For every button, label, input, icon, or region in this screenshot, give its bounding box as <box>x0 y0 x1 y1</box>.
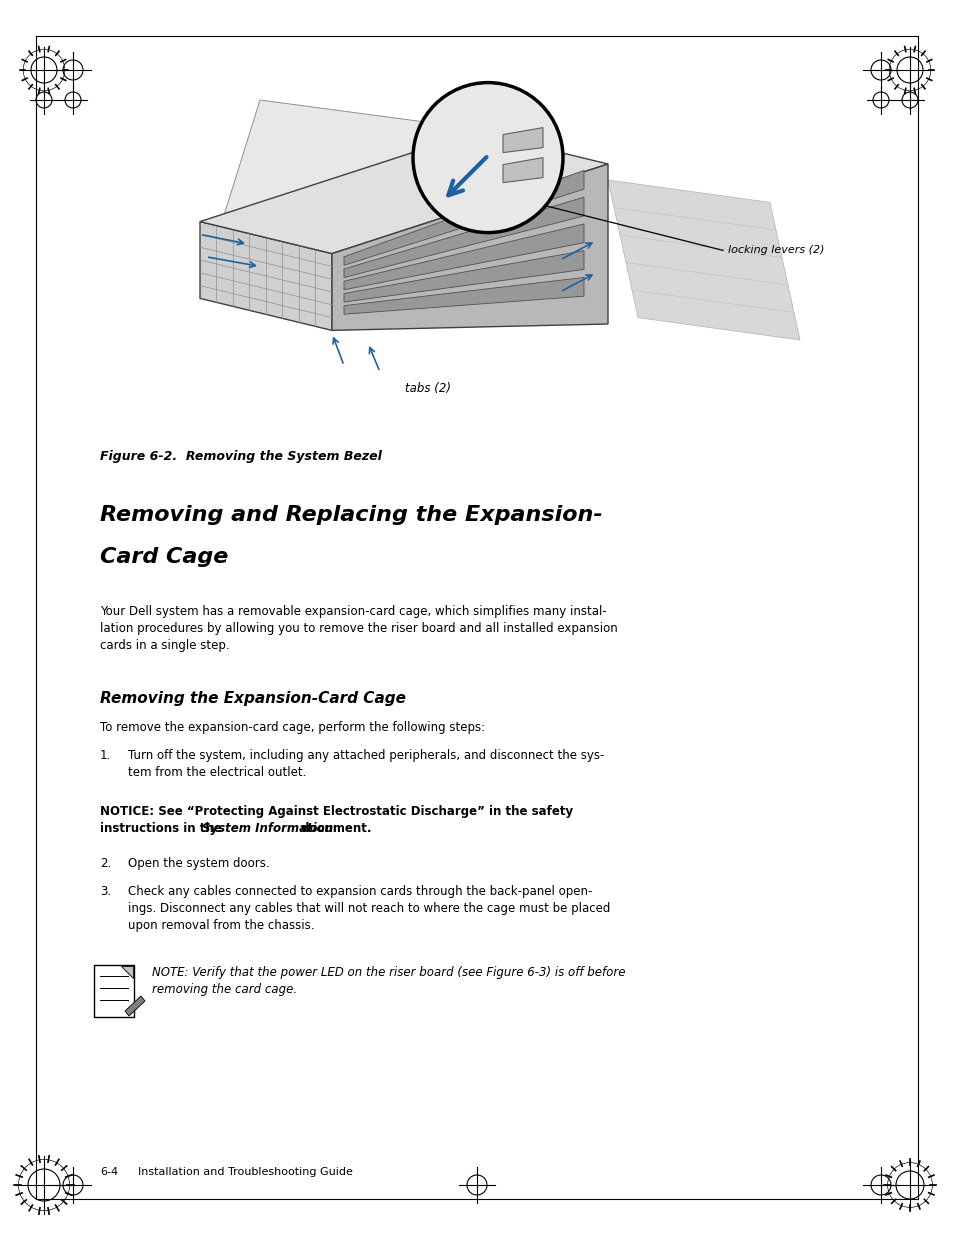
Text: Card Cage: Card Cage <box>100 547 228 567</box>
Text: Removing the Expansion-Card Cage: Removing the Expansion-Card Cage <box>100 692 406 706</box>
FancyBboxPatch shape <box>94 965 133 1016</box>
Polygon shape <box>218 100 452 261</box>
Text: cards in a single step.: cards in a single step. <box>100 638 230 652</box>
Text: System Information: System Information <box>202 823 333 835</box>
Text: NOTICE: See “Protecting Against Electrostatic Discharge” in the safety: NOTICE: See “Protecting Against Electros… <box>100 805 573 818</box>
Text: tem from the electrical outlet.: tem from the electrical outlet. <box>128 766 306 779</box>
Text: instructions in the: instructions in the <box>100 823 226 835</box>
Text: 2.: 2. <box>100 857 112 869</box>
Circle shape <box>413 83 562 232</box>
Text: ings. Disconnect any cables that will not reach to where the cage must be placed: ings. Disconnect any cables that will no… <box>128 902 610 915</box>
Text: NOTE: Verify that the power LED on the riser board (see Figure 6-3) is off befor: NOTE: Verify that the power LED on the r… <box>152 966 625 979</box>
Text: Your Dell system has a removable expansion-card cage, which simplifies many inst: Your Dell system has a removable expansi… <box>100 605 606 618</box>
Text: Figure 6-2.  Removing the System Bezel: Figure 6-2. Removing the System Bezel <box>100 450 381 463</box>
Polygon shape <box>607 180 800 340</box>
Polygon shape <box>332 164 607 331</box>
Text: 3.: 3. <box>100 885 111 898</box>
Text: upon removal from the chassis.: upon removal from the chassis. <box>128 919 314 932</box>
Text: Check any cables connected to expansion cards through the back-panel open-: Check any cables connected to expansion … <box>128 885 592 898</box>
Text: Installation and Troubleshooting Guide: Installation and Troubleshooting Guide <box>138 1167 353 1177</box>
Text: lation procedures by allowing you to remove the riser board and all installed ex: lation procedures by allowing you to rem… <box>100 622 618 635</box>
Text: tabs (2): tabs (2) <box>405 382 451 395</box>
Polygon shape <box>125 995 145 1016</box>
Text: locking levers (2): locking levers (2) <box>727 246 823 256</box>
Polygon shape <box>344 224 583 290</box>
Text: removing the card cage.: removing the card cage. <box>152 983 296 995</box>
Text: Turn off the system, including any attached peripherals, and disconnect the sys-: Turn off the system, including any attac… <box>128 748 604 762</box>
Polygon shape <box>502 158 542 183</box>
Text: 6-4: 6-4 <box>100 1167 118 1177</box>
Polygon shape <box>344 251 583 303</box>
Text: Removing and Replacing the Expansion-: Removing and Replacing the Expansion- <box>100 505 602 525</box>
Polygon shape <box>344 170 583 266</box>
Polygon shape <box>344 198 583 278</box>
Polygon shape <box>502 127 542 153</box>
Polygon shape <box>200 221 332 331</box>
Polygon shape <box>200 132 607 253</box>
Text: 1.: 1. <box>100 748 112 762</box>
Text: document.: document. <box>297 823 372 835</box>
Polygon shape <box>121 966 132 978</box>
Text: Open the system doors.: Open the system doors. <box>128 857 270 869</box>
Polygon shape <box>344 278 583 314</box>
Text: To remove the expansion-card cage, perform the following steps:: To remove the expansion-card cage, perfo… <box>100 721 485 734</box>
